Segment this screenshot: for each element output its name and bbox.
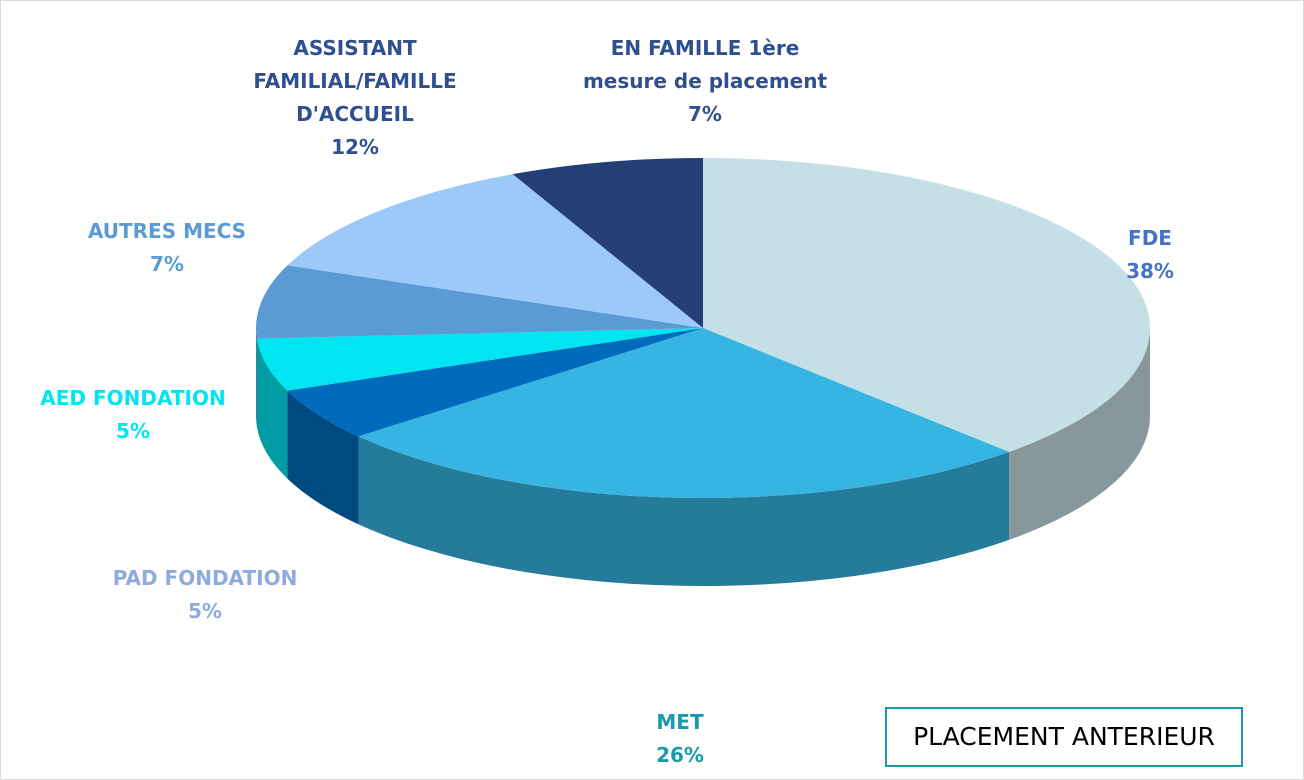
slice-side (287, 390, 359, 525)
slice-side (1008, 328, 1150, 540)
value-label: 26% (656, 743, 704, 767)
slice (256, 265, 703, 339)
category-label: ASSISTANT FAMILIAL/FAMILLE D'ACCUEIL (253, 36, 457, 126)
slice-side (256, 338, 288, 479)
category-label: AUTRES MECS (87, 219, 247, 243)
data-label: AUTRES MECS 7% (42, 215, 292, 281)
value-label: 38% (1126, 259, 1174, 283)
chart-title: PLACEMENT ANTERIEUR (885, 707, 1243, 767)
slice (287, 328, 703, 437)
slice (512, 158, 703, 328)
data-label: FDE 38% (1025, 222, 1275, 288)
slice-side (256, 328, 257, 427)
data-label: AED FONDATION 5% (8, 382, 258, 448)
data-label: PAD FONDATION 5% (80, 562, 330, 628)
category-label: MET (656, 710, 704, 734)
category-label: AED FONDATION (40, 386, 226, 410)
value-label: 5% (188, 599, 222, 623)
slice (358, 328, 1009, 498)
slice (256, 328, 703, 391)
slice (703, 158, 1150, 452)
data-label: EN FAMILLE 1ère mesure de placement 7% (580, 32, 830, 131)
category-label: FDE (1128, 226, 1172, 250)
value-label: 5% (116, 419, 150, 443)
data-label: ASSISTANT FAMILIAL/FAMILLE D'ACCUEIL 12% (230, 32, 480, 164)
category-label: PAD FONDATION (112, 566, 298, 590)
slice (287, 174, 703, 328)
value-label: 12% (331, 135, 379, 159)
value-label: 7% (688, 102, 722, 126)
slice-side (358, 436, 1009, 586)
data-label: MET 26% (555, 706, 805, 772)
value-label: 7% (150, 252, 184, 276)
category-label: EN FAMILLE 1ère mesure de placement (582, 36, 828, 93)
